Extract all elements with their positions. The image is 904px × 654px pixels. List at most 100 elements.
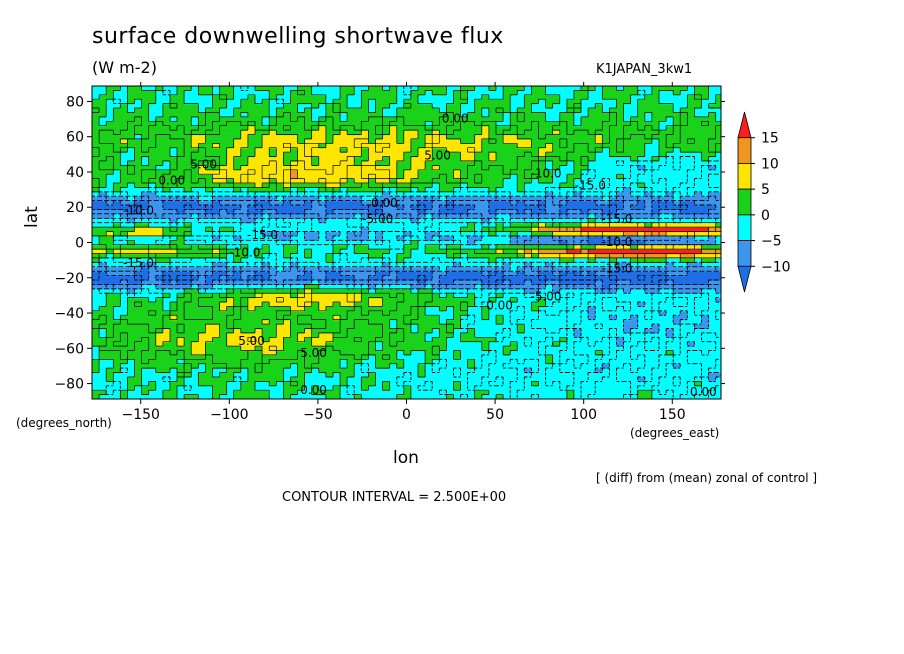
field-cell (212, 262, 221, 268)
field-cell (283, 359, 292, 365)
field-cell (375, 200, 384, 206)
field-cell (517, 341, 525, 347)
field-cell (545, 165, 554, 171)
field-cell (545, 231, 554, 237)
field-cell (602, 240, 610, 246)
field-cell (503, 368, 511, 374)
field-cell (375, 332, 384, 338)
field-cell (425, 266, 433, 272)
field-cell (148, 227, 157, 233)
field-cell (708, 200, 717, 206)
field-cell (708, 337, 717, 343)
field-cell (290, 284, 299, 290)
field-cell (559, 271, 568, 277)
field-cell (113, 218, 121, 224)
field-cell (177, 319, 185, 325)
field-cell (701, 253, 710, 259)
field-cell (361, 368, 370, 374)
field-cell (262, 315, 270, 321)
field-cell (276, 385, 284, 391)
field-cell (531, 363, 540, 369)
field-cell (304, 288, 313, 294)
field-cell (517, 297, 525, 303)
field-cell (177, 385, 185, 391)
field-cell (552, 328, 561, 334)
field-cell (247, 359, 256, 365)
field-cell (332, 346, 341, 352)
field-cell (162, 156, 171, 162)
field-cell (545, 257, 554, 263)
field-cell (120, 231, 129, 237)
field-cell (290, 328, 299, 334)
field-cell (297, 178, 306, 184)
field-cell (573, 209, 582, 215)
field-cell (531, 266, 540, 272)
field-cell (148, 209, 157, 215)
field-cell (503, 178, 511, 184)
field-cell (517, 288, 525, 294)
field-cell (467, 293, 476, 299)
field-cell (623, 359, 632, 365)
field-cell (467, 169, 476, 175)
field-cell (361, 293, 370, 299)
field-cell (588, 213, 596, 219)
field-cell (425, 275, 433, 281)
field-cell (545, 302, 554, 308)
field-cell (630, 319, 639, 325)
field-cell (340, 152, 348, 158)
field-cell (616, 169, 625, 175)
field-cell (269, 266, 277, 272)
field-cell (396, 310, 405, 316)
field-cell (453, 235, 462, 241)
field-cell (382, 288, 391, 294)
field-cell (510, 187, 518, 193)
field-cell (99, 319, 107, 325)
field-cell (425, 341, 433, 347)
field-cell (510, 284, 518, 290)
field-cell (255, 284, 263, 290)
field-cell (552, 244, 561, 250)
field-cell (425, 182, 433, 188)
field-cell (687, 359, 696, 365)
field-cell (432, 200, 440, 206)
field-cell (538, 324, 547, 330)
field-cell (432, 376, 440, 382)
field-cell (340, 332, 348, 338)
field-cell (715, 169, 721, 175)
field-cell (347, 249, 355, 255)
field-cell (212, 315, 221, 321)
field-cell (162, 368, 171, 374)
field-cell (134, 328, 143, 334)
field-cell (141, 266, 150, 272)
field-cell (446, 337, 455, 343)
field-cell (439, 354, 447, 360)
field-cell (177, 279, 185, 285)
field-cell (99, 341, 107, 347)
field-cell (701, 381, 710, 387)
field-cell (325, 341, 334, 347)
field-cell (410, 218, 419, 224)
field-cell (375, 262, 384, 268)
field-cell (361, 213, 370, 219)
field-cell (701, 235, 710, 241)
field-cell (283, 257, 292, 263)
field-cell (134, 324, 143, 330)
field-cell (205, 279, 214, 285)
field-cell (134, 191, 143, 197)
field-cell (651, 205, 660, 211)
field-cell (276, 346, 284, 352)
field-cell (609, 222, 618, 228)
field-cell (169, 390, 178, 396)
field-cell (389, 315, 398, 321)
field-cell (552, 196, 561, 202)
field-cell (240, 297, 249, 303)
field-cell (120, 332, 129, 338)
field-cell (311, 253, 320, 259)
field-cell (396, 394, 405, 399)
field-cell (715, 337, 721, 343)
field-cell (552, 359, 561, 365)
field-cell (595, 288, 603, 294)
field-cell (644, 156, 653, 162)
field-cell (602, 354, 610, 360)
field-cell (680, 394, 688, 399)
